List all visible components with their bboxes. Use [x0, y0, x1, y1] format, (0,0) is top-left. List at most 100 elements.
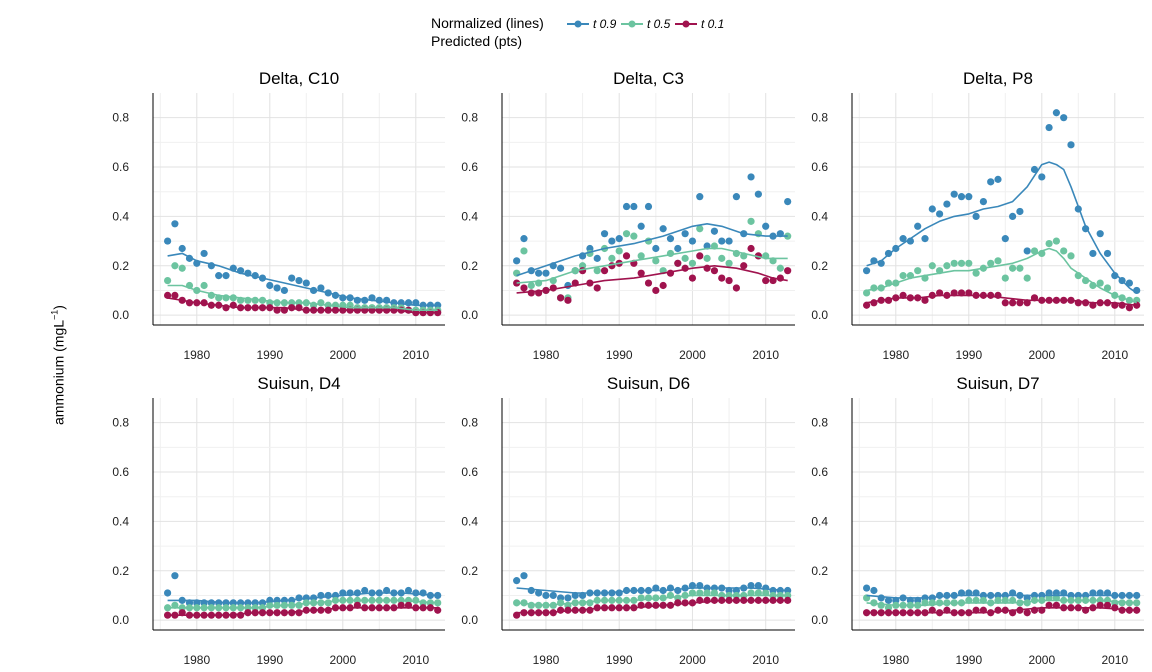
point-t-0-1 [652, 286, 660, 295]
panel-title: Suisun, D7 [956, 374, 1039, 393]
point-t-0-9 [419, 589, 427, 597]
point-t-0-1 [732, 284, 741, 292]
point-t-0-9 [542, 591, 550, 600]
x-tick-label: 2010 [402, 348, 429, 362]
line-t-0-5 [167, 599, 438, 609]
x-tick-label: 2010 [752, 653, 779, 667]
point-t-0-5 [666, 249, 675, 258]
y-tick-label: 0.4 [112, 514, 129, 528]
point-t-0-1 [747, 244, 755, 253]
point-t-0-5 [164, 276, 172, 285]
panel-title: Suisun, D6 [607, 374, 690, 393]
point-t-0-9 [549, 591, 557, 600]
point-t-0-9 [288, 274, 296, 282]
x-tick-label: 2010 [752, 348, 779, 362]
legend: Normalized (lines) Predicted (pts) t 0.9… [431, 14, 751, 50]
point-t-0-9 [361, 586, 369, 595]
point-t-0-1 [644, 601, 653, 609]
y-tick-label: 0.2 [811, 564, 828, 578]
y-tick-label: 0.8 [112, 111, 129, 125]
point-t-0-9 [1111, 272, 1119, 280]
point-t-0-5 [863, 289, 871, 297]
point-t-0-1 [586, 606, 594, 614]
point-t-0-5 [266, 601, 274, 609]
point-t-0-5 [696, 225, 704, 233]
point-t-0-9 [688, 237, 697, 245]
point-t-0-5 [1023, 274, 1031, 282]
y-tick-label: 0.8 [461, 111, 478, 125]
point-t-0-5 [1067, 252, 1075, 260]
line-t-0-5 [167, 284, 438, 312]
point-t-0-5 [725, 259, 733, 267]
point-t-0-9 [754, 581, 762, 590]
point-t-0-5 [899, 272, 907, 280]
point-t-0-1 [784, 267, 792, 275]
point-t-0-5 [586, 599, 594, 607]
point-t-0-5 [943, 262, 951, 270]
point-t-0-9 [280, 286, 288, 295]
point-t-0-9 [178, 244, 186, 253]
point-t-0-5 [412, 596, 420, 604]
point-t-0-9 [943, 200, 951, 208]
point-t-0-9 [557, 594, 565, 602]
line-t-0-1 [167, 606, 438, 617]
point-t-0-9 [535, 589, 543, 597]
point-t-0-9 [564, 594, 572, 602]
point-t-0-9 [674, 244, 682, 253]
point-t-0-5 [324, 599, 332, 607]
point-t-0-1 [718, 274, 726, 282]
point-t-0-9 [1001, 235, 1009, 243]
point-t-0-9 [557, 264, 565, 272]
point-t-0-9 [586, 244, 594, 253]
point-t-0-1 [564, 296, 572, 304]
point-t-0-9 [317, 284, 325, 292]
point-t-0-9 [542, 269, 550, 277]
point-t-0-9 [302, 279, 310, 287]
point-t-0-5 [776, 264, 784, 272]
legend-title-points: Predicted (pts) [431, 33, 523, 49]
point-t-0-9 [870, 586, 878, 595]
legend-key-t09 [567, 20, 589, 28]
y-tick-label: 0.2 [112, 564, 129, 578]
point-t-0-1 [171, 291, 179, 299]
point-t-0-9 [1125, 279, 1133, 287]
point-t-0-9 [747, 173, 755, 181]
y-tick-label: 0.6 [112, 465, 129, 479]
point-t-0-9 [615, 235, 623, 243]
point-t-0-1 [295, 609, 303, 617]
x-tick-label: 1990 [606, 348, 633, 362]
panel-title: Delta, C10 [259, 69, 339, 88]
point-t-0-9 [659, 225, 667, 233]
point-t-0-5 [1023, 599, 1031, 607]
line-t-0-9 [866, 594, 1137, 599]
point-t-0-5 [1009, 264, 1017, 272]
x-tick-label: 2010 [1101, 348, 1128, 362]
y-tick-label: 0.6 [461, 160, 478, 174]
point-t-0-5 [994, 257, 1002, 265]
line-t-0-1 [516, 599, 788, 614]
point-t-0-5 [557, 599, 565, 607]
y-tick-label: 0.2 [811, 259, 828, 273]
point-t-0-1 [593, 284, 601, 292]
point-t-0-9 [718, 237, 726, 245]
x-tick-label: 1980 [533, 653, 560, 667]
point-t-0-9 [710, 227, 719, 235]
point-t-0-1 [725, 276, 733, 285]
y-tick-label: 0.4 [461, 514, 478, 528]
x-tick-label: 1980 [882, 653, 909, 667]
point-t-0-9 [324, 591, 332, 600]
point-t-0-9 [681, 230, 689, 238]
point-t-0-1 [994, 606, 1002, 614]
point-t-0-1 [1009, 299, 1017, 307]
point-t-0-9 [884, 596, 893, 604]
point-t-0-5 [747, 217, 755, 225]
y-tick-label: 0.0 [811, 308, 828, 322]
x-tick-label: 1990 [256, 348, 283, 362]
point-t-0-5 [884, 604, 893, 612]
point-t-0-1 [637, 269, 645, 277]
x-tick-label: 2000 [679, 653, 706, 667]
y-tick-label: 0.0 [461, 613, 478, 627]
point-t-0-5 [1096, 279, 1104, 287]
point-t-0-5 [957, 259, 966, 267]
point-t-0-9 [637, 222, 645, 230]
